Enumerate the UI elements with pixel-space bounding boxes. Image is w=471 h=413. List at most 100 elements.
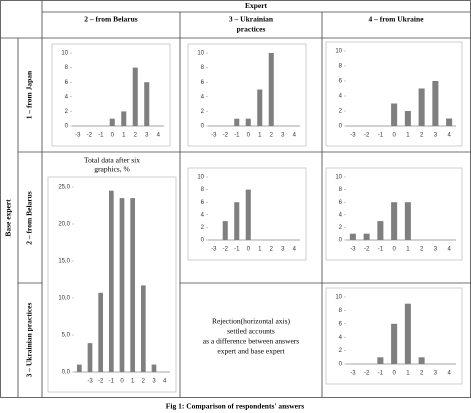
x-tick-label: 0 — [111, 133, 115, 139]
x-tick-label: -3 — [87, 379, 93, 385]
x-tick-label: 1 — [406, 247, 410, 253]
chart-title: graphics, % — [94, 165, 129, 174]
y-tick-label: 6 — [339, 321, 343, 327]
note-line: Rejection(horizontal axis) — [212, 317, 291, 326]
chart-frame — [51, 43, 171, 147]
bar — [76, 364, 82, 372]
bar — [132, 67, 138, 126]
y-tick-label: 2 — [201, 109, 205, 115]
bar — [404, 303, 411, 364]
y-tick-label: 25,0 — [58, 185, 70, 191]
bar — [119, 198, 125, 372]
y-tick-label: 0,0 — [62, 370, 71, 376]
x-tick-label: -2 — [364, 371, 370, 377]
y-tick-label: 10 — [197, 175, 204, 181]
x-tick-label: -1 — [378, 133, 384, 139]
bar — [446, 118, 453, 126]
x-tick-label: -1 — [378, 371, 384, 377]
x-tick-label: 3 — [281, 247, 285, 253]
x-tick-label: 4 — [293, 247, 297, 253]
bar — [245, 189, 251, 240]
x-tick-label: -3 — [350, 247, 356, 253]
x-tick-label: -2 — [98, 379, 104, 385]
column-header: practices — [237, 25, 266, 34]
bar — [391, 103, 398, 126]
x-tick-label: -1 — [378, 247, 384, 253]
bar — [245, 118, 251, 126]
bar — [377, 221, 384, 240]
bar — [234, 202, 240, 240]
y-tick-label: 10 — [335, 175, 342, 181]
bar — [140, 285, 146, 372]
y-tick-label: 10 — [197, 51, 204, 57]
bar — [234, 118, 240, 126]
x-tick-label: 3 — [434, 133, 438, 139]
bar — [151, 364, 157, 372]
y-tick-label: 6 — [339, 200, 343, 206]
bar — [109, 118, 115, 126]
x-tick-label: -1 — [234, 133, 240, 139]
x-tick-label: 2 — [420, 371, 424, 377]
bar — [87, 343, 93, 372]
column-header: 2 – from Belarus — [84, 15, 137, 24]
bar — [268, 53, 274, 126]
note-line: settled accounts — [227, 327, 275, 336]
x-tick-label: 4 — [163, 379, 167, 385]
y-tick-label: 4 — [201, 212, 205, 218]
y-tick-label: 4 — [339, 94, 343, 100]
x-tick-label: 3 — [281, 133, 285, 139]
x-tick-label: 4 — [447, 247, 451, 253]
x-tick-label: -1 — [109, 379, 115, 385]
y-tick-label: 10 — [335, 49, 342, 55]
x-tick-label: 1 — [406, 133, 410, 139]
x-tick-label: -2 — [87, 133, 93, 139]
note-line: expert and base expert — [217, 347, 285, 356]
bar — [418, 88, 425, 126]
y-tick-label: 8 — [201, 65, 205, 71]
x-tick-label: 3 — [145, 133, 149, 139]
y-tick-label: 8 — [339, 64, 343, 70]
y-tick-label: 4 — [65, 94, 69, 100]
bar — [404, 202, 411, 240]
x-tick-label: -2 — [364, 133, 370, 139]
x-tick-label: 2 — [270, 247, 274, 253]
x-tick-label: 4 — [447, 133, 451, 139]
bar — [432, 81, 439, 126]
bar — [349, 233, 356, 240]
x-tick-label: 2 — [270, 133, 274, 139]
x-tick-label: -2 — [223, 133, 229, 139]
bar — [404, 111, 411, 126]
x-tick-label: -1 — [234, 247, 240, 253]
x-tick-label: 2 — [420, 133, 424, 139]
x-tick-label: 0 — [392, 133, 396, 139]
expert-header: Expert — [245, 1, 268, 10]
x-tick-label: 1 — [258, 247, 262, 253]
x-tick-label: 1 — [131, 379, 135, 385]
note: Rejection(horizontal axis) settled accou… — [203, 317, 300, 356]
x-tick-label: -3 — [350, 371, 356, 377]
y-tick-label: 6 — [201, 200, 205, 206]
bar — [144, 82, 150, 126]
y-tick-label: 2 — [339, 109, 343, 115]
y-tick-label: 5,0 — [62, 333, 71, 339]
table-lines — [0, 0, 471, 398]
y-tick-label: 4 — [339, 335, 343, 341]
y-tick-label: 8 — [65, 65, 69, 71]
y-tick-label: 2 — [65, 109, 69, 115]
x-tick-label: -3 — [211, 133, 217, 139]
column-header: 4 – from Ukraine — [368, 15, 424, 24]
chart-frame — [325, 41, 463, 147]
x-tick-label: 4 — [293, 133, 297, 139]
bar — [98, 292, 104, 372]
row-header: 1 – from Japan — [25, 70, 34, 119]
y-tick-label: 6 — [65, 80, 69, 86]
y-tick-label: 6 — [201, 80, 205, 86]
x-tick-label: -1 — [98, 133, 104, 139]
y-tick-label: 8 — [339, 308, 343, 314]
bar — [377, 357, 384, 364]
y-tick-label: 8 — [201, 187, 205, 193]
y-tick-label: 0 — [201, 238, 205, 244]
x-tick-label: -3 — [211, 247, 217, 253]
row-header: 2 – from Belarus — [25, 191, 34, 244]
